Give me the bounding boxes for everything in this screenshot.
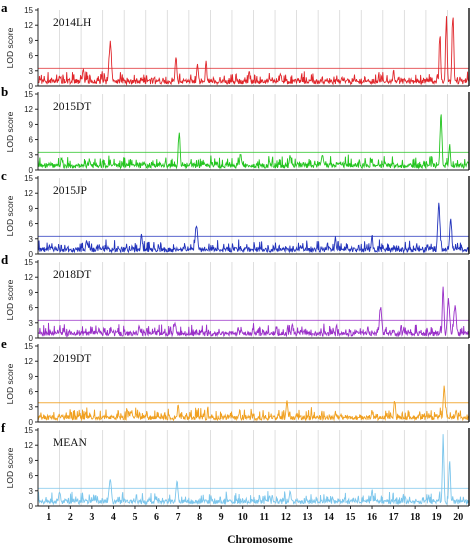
panel-e: 0 3 6 9 12 15 LOD score e 2019DT <box>1 336 470 427</box>
y-tick-label: 9 <box>29 372 34 381</box>
lod-trace-2015JP <box>37 202 470 254</box>
y-tick-label: 0 <box>29 334 34 343</box>
lod-trace-2015DT <box>37 114 470 170</box>
y-axis-label: LOD score <box>5 363 15 404</box>
y-tick-label: 3 <box>29 235 34 244</box>
y-tick-label: 9 <box>29 36 34 45</box>
y-tick-label: 6 <box>29 472 34 481</box>
y-tick-label: 15 <box>24 6 33 15</box>
y-tick-label: 3 <box>29 403 34 412</box>
chromosome-label: 13 <box>302 512 312 523</box>
series-name: 2015JP <box>53 185 87 197</box>
y-tick-label: 0 <box>29 418 34 427</box>
y-tick-label: 3 <box>29 151 34 160</box>
chromosome-label: 18 <box>410 512 420 523</box>
x-axis-label: Chromosome <box>227 534 293 546</box>
y-tick-label: 15 <box>24 342 33 351</box>
panels: 0 3 6 9 12 15 LOD score a 2014LH 0 3 6 9 12 15 LOD scor… <box>1 0 470 511</box>
y-axis-label: LOD score <box>5 195 15 236</box>
chromosome-label: 17 <box>389 512 399 523</box>
lod-trace-2018DT <box>37 286 470 338</box>
y-tick-label: 0 <box>29 166 34 175</box>
lod-trace-MEAN <box>37 434 470 506</box>
y-tick-label: 12 <box>24 21 33 30</box>
y-tick-label: 0 <box>29 502 34 511</box>
lod-trace-2019DT <box>37 385 470 422</box>
y-axis-label: LOD score <box>5 111 15 152</box>
y-tick-label: 3 <box>29 319 34 328</box>
y-axis-label: LOD score <box>5 447 15 488</box>
panel-b: 0 3 6 9 12 15 LOD score b 2015DT <box>1 84 470 175</box>
y-tick-label: 12 <box>24 357 33 366</box>
y-tick-label: 6 <box>29 388 34 397</box>
y-tick-label: 15 <box>24 258 33 267</box>
chromosome-label: 6 <box>154 512 159 523</box>
chromosome-label: 9 <box>219 512 224 523</box>
chromosome-label: 14 <box>324 512 334 523</box>
chromosome-label: 15 <box>345 512 355 523</box>
y-tick-label: 0 <box>29 82 34 91</box>
y-tick-label: 15 <box>24 90 33 99</box>
series-name: MEAN <box>53 437 88 449</box>
chromosome-label: 16 <box>367 512 377 523</box>
series-name: 2014LH <box>53 17 91 29</box>
chromosome-axis: 1 2 3 4 5 6 7 8 9 10 11 12 13 14 15 16 17 18 19 20 <box>46 506 463 523</box>
y-tick-label: 15 <box>24 426 33 435</box>
y-tick-label: 0 <box>29 250 34 259</box>
chromosome-label: 5 <box>132 512 137 523</box>
y-tick-label: 6 <box>29 304 34 313</box>
series-name: 2015DT <box>53 101 91 113</box>
panel-letter: f <box>1 420 6 435</box>
panel-letter: e <box>1 336 7 351</box>
y-tick-label: 12 <box>24 441 33 450</box>
chromosome-label: 2 <box>68 512 73 523</box>
y-tick-label: 9 <box>29 204 34 213</box>
panel-a: 0 3 6 9 12 15 LOD score a 2014LH <box>1 0 470 91</box>
chromosome-label: 3 <box>89 512 94 523</box>
chromosome-label: 19 <box>432 512 442 523</box>
panel-letter: d <box>1 252 9 267</box>
y-tick-label: 12 <box>24 105 33 114</box>
chromosome-label: 8 <box>197 512 202 523</box>
y-axis-label: LOD score <box>5 279 15 320</box>
panel-f: 0 3 6 9 12 15 LOD score f MEAN <box>1 420 470 511</box>
y-tick-label: 6 <box>29 136 34 145</box>
panel-c: 0 3 6 9 12 15 LOD score c 2015JP <box>1 168 470 259</box>
y-tick-label: 12 <box>24 273 33 282</box>
y-tick-label: 9 <box>29 456 34 465</box>
chromosome-label: 4 <box>111 512 116 523</box>
chromosome-label: 1 <box>46 512 51 523</box>
series-name: 2018DT <box>53 269 91 281</box>
y-tick-label: 12 <box>24 189 33 198</box>
panel-letter: c <box>1 168 7 183</box>
y-tick-label: 3 <box>29 487 34 496</box>
y-tick-label: 6 <box>29 220 34 229</box>
panel-d: 0 3 6 9 12 15 LOD score d 2018DT <box>1 252 470 343</box>
chromosome-label: 12 <box>281 512 291 523</box>
chromosome-label: 11 <box>260 512 269 523</box>
y-tick-label: 3 <box>29 67 34 76</box>
y-tick-label: 15 <box>24 174 33 183</box>
y-tick-label: 9 <box>29 120 34 129</box>
y-axis-label: LOD score <box>5 27 15 68</box>
chromosome-label: 20 <box>453 512 463 523</box>
y-tick-label: 9 <box>29 288 34 297</box>
chromosome-label: 10 <box>238 512 248 523</box>
panel-letter: a <box>1 0 8 15</box>
series-name: 2019DT <box>53 353 91 365</box>
chromosome-label: 7 <box>176 512 181 523</box>
panel-letter: b <box>1 84 8 99</box>
lod-trace-2014LH <box>37 16 470 86</box>
y-tick-label: 6 <box>29 52 34 61</box>
